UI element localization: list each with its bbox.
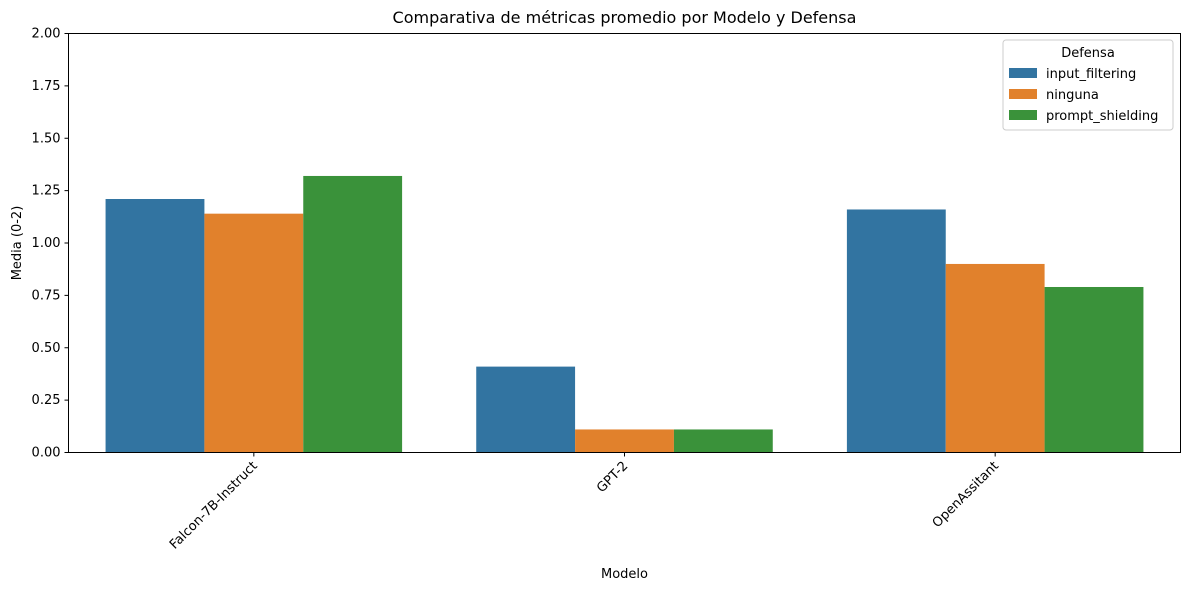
legend-box <box>1002 39 1174 131</box>
bars-group <box>105 175 1144 453</box>
bar-ninguna-gpt-2 <box>575 429 674 453</box>
bar-prompt_shielding-gpt-2 <box>673 429 773 453</box>
legend-label-input_filtering: input_filtering <box>1046 67 1136 82</box>
plot-frame <box>68 33 1181 453</box>
y-tick-label: 1.25 <box>32 184 61 199</box>
y-tick-label: 2.00 <box>32 27 61 42</box>
legend-swatch-input_filtering <box>1009 68 1037 78</box>
y-tick-label: 0.25 <box>32 393 61 408</box>
bar-input_filtering-falcon-7b-instruct <box>105 199 205 453</box>
bar-input_filtering-gpt-2 <box>476 366 576 453</box>
legend-label-ninguna: ninguna <box>1046 88 1099 103</box>
legend-swatch-ninguna <box>1009 89 1037 99</box>
x-tick-label: GPT-2 <box>594 459 631 496</box>
x-axis-label: Modelo <box>601 567 648 582</box>
legend-title: Defensa <box>1061 46 1115 61</box>
y-tick-label: 0.50 <box>32 341 61 356</box>
legend-swatch-prompt_shielding <box>1009 110 1037 120</box>
bar-ninguna-falcon-7b-instruct <box>204 213 304 453</box>
x-tick-label: OpenAssitant <box>930 459 1002 531</box>
y-axis-label: Media (0-2) <box>10 206 25 281</box>
y-tick-label: 1.00 <box>32 236 61 251</box>
x-axis: Falcon-7B-Instruct GPT-2 OpenAssitant <box>167 452 1002 553</box>
y-tick-label: 1.75 <box>32 79 61 94</box>
chart-title: Comparativa de métricas promedio por Mod… <box>393 8 857 27</box>
bar-input_filtering-openassitant <box>846 209 946 453</box>
bar-prompt_shielding-openassitant <box>1044 286 1144 453</box>
y-tick-label: 1.50 <box>32 131 61 146</box>
bar-ninguna-openassitant <box>945 263 1045 453</box>
y-axis: 0.00 0.25 0.50 0.75 1.00 1.25 1.50 1.75 2.00 <box>32 27 69 461</box>
y-tick-label: 0.00 <box>32 446 61 461</box>
bar-prompt_shielding-falcon-7b-instruct <box>303 175 403 453</box>
y-tick-label: 0.75 <box>32 288 61 303</box>
x-tick-label: Falcon-7B-Instruct <box>167 459 261 553</box>
legend-label-prompt_shielding: prompt_shielding <box>1046 109 1158 124</box>
